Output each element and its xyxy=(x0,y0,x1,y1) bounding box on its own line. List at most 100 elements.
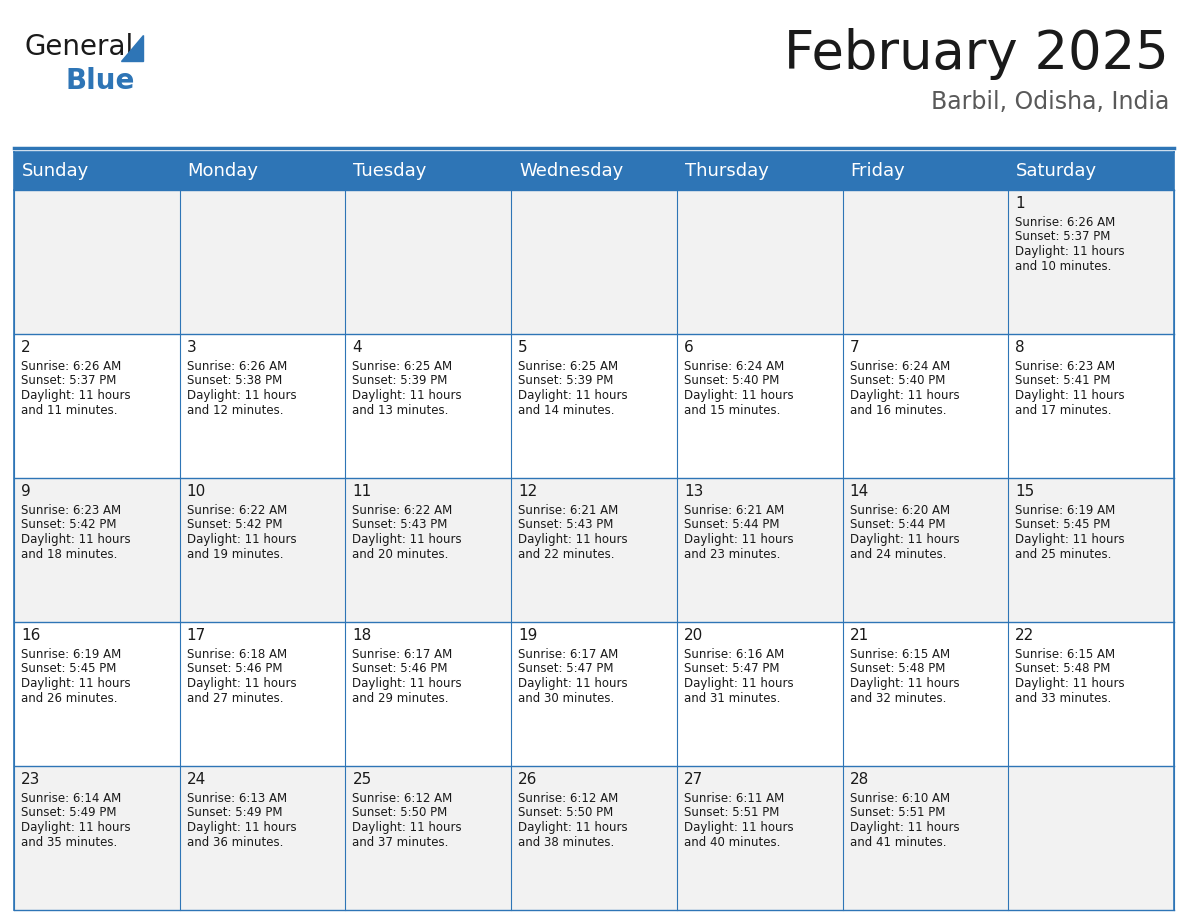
Text: Daylight: 11 hours: Daylight: 11 hours xyxy=(684,533,794,546)
Polygon shape xyxy=(121,35,143,61)
Bar xyxy=(346,152,511,190)
Bar xyxy=(1009,152,1174,190)
Text: Sunset: 5:46 PM: Sunset: 5:46 PM xyxy=(187,663,283,676)
Text: and 31 minutes.: and 31 minutes. xyxy=(684,691,781,704)
Text: Sunset: 5:51 PM: Sunset: 5:51 PM xyxy=(684,807,779,820)
Text: 20: 20 xyxy=(684,628,703,643)
Text: and 32 minutes.: and 32 minutes. xyxy=(849,691,946,704)
Bar xyxy=(842,622,1009,766)
Text: Sunset: 5:45 PM: Sunset: 5:45 PM xyxy=(21,663,116,676)
Text: and 38 minutes.: and 38 minutes. xyxy=(518,835,614,848)
Text: Sunset: 5:43 PM: Sunset: 5:43 PM xyxy=(518,519,613,532)
Text: February 2025: February 2025 xyxy=(784,28,1169,80)
Text: and 35 minutes.: and 35 minutes. xyxy=(21,835,118,848)
Bar xyxy=(14,478,179,622)
Text: Sunrise: 6:23 AM: Sunrise: 6:23 AM xyxy=(21,504,121,517)
Text: Daylight: 11 hours: Daylight: 11 hours xyxy=(849,533,959,546)
Text: Daylight: 11 hours: Daylight: 11 hours xyxy=(1016,389,1125,402)
Text: Sunset: 5:44 PM: Sunset: 5:44 PM xyxy=(684,519,779,532)
Text: Daylight: 11 hours: Daylight: 11 hours xyxy=(518,677,627,690)
Bar xyxy=(346,622,511,766)
Text: Sunrise: 6:15 AM: Sunrise: 6:15 AM xyxy=(849,648,949,661)
Text: Daylight: 11 hours: Daylight: 11 hours xyxy=(518,389,627,402)
Text: Daylight: 11 hours: Daylight: 11 hours xyxy=(353,821,462,834)
Bar xyxy=(1009,478,1174,622)
Text: 26: 26 xyxy=(518,772,537,787)
Text: Sunrise: 6:19 AM: Sunrise: 6:19 AM xyxy=(1016,504,1116,517)
Text: Sunrise: 6:19 AM: Sunrise: 6:19 AM xyxy=(21,648,121,661)
Text: Sunset: 5:39 PM: Sunset: 5:39 PM xyxy=(353,375,448,387)
Text: and 22 minutes.: and 22 minutes. xyxy=(518,547,614,561)
Text: 6: 6 xyxy=(684,340,694,355)
Bar xyxy=(346,766,511,910)
Text: 4: 4 xyxy=(353,340,362,355)
Bar xyxy=(842,478,1009,622)
Text: and 37 minutes.: and 37 minutes. xyxy=(353,835,449,848)
Text: Daylight: 11 hours: Daylight: 11 hours xyxy=(849,389,959,402)
Text: Daylight: 11 hours: Daylight: 11 hours xyxy=(21,389,131,402)
Text: Sunrise: 6:16 AM: Sunrise: 6:16 AM xyxy=(684,648,784,661)
Text: Sunset: 5:46 PM: Sunset: 5:46 PM xyxy=(353,663,448,676)
Text: Monday: Monday xyxy=(188,162,259,180)
Text: and 23 minutes.: and 23 minutes. xyxy=(684,547,781,561)
Text: Sunrise: 6:24 AM: Sunrise: 6:24 AM xyxy=(684,360,784,373)
Text: Tuesday: Tuesday xyxy=(353,162,426,180)
Text: Sunrise: 6:17 AM: Sunrise: 6:17 AM xyxy=(353,648,453,661)
Text: Sunrise: 6:20 AM: Sunrise: 6:20 AM xyxy=(849,504,949,517)
Bar xyxy=(179,152,346,190)
Text: and 20 minutes.: and 20 minutes. xyxy=(353,547,449,561)
Text: 19: 19 xyxy=(518,628,537,643)
Bar xyxy=(677,766,842,910)
Text: Friday: Friday xyxy=(851,162,905,180)
Text: Sunset: 5:47 PM: Sunset: 5:47 PM xyxy=(518,663,614,676)
Text: Sunset: 5:43 PM: Sunset: 5:43 PM xyxy=(353,519,448,532)
Bar xyxy=(346,478,511,622)
Text: Daylight: 11 hours: Daylight: 11 hours xyxy=(187,389,296,402)
Text: Daylight: 11 hours: Daylight: 11 hours xyxy=(187,533,296,546)
Bar xyxy=(511,152,677,190)
Text: Daylight: 11 hours: Daylight: 11 hours xyxy=(684,677,794,690)
Text: 2: 2 xyxy=(21,340,31,355)
Text: Sunset: 5:45 PM: Sunset: 5:45 PM xyxy=(1016,519,1111,532)
Bar xyxy=(677,152,842,190)
Bar xyxy=(179,766,346,910)
Text: Daylight: 11 hours: Daylight: 11 hours xyxy=(353,389,462,402)
Text: Sunrise: 6:23 AM: Sunrise: 6:23 AM xyxy=(1016,360,1116,373)
Text: 15: 15 xyxy=(1016,484,1035,499)
Text: Daylight: 11 hours: Daylight: 11 hours xyxy=(849,821,959,834)
Text: 5: 5 xyxy=(518,340,527,355)
Text: Sunrise: 6:22 AM: Sunrise: 6:22 AM xyxy=(187,504,287,517)
Text: Sunset: 5:48 PM: Sunset: 5:48 PM xyxy=(1016,663,1111,676)
Text: Sunrise: 6:11 AM: Sunrise: 6:11 AM xyxy=(684,792,784,805)
Text: Sunset: 5:49 PM: Sunset: 5:49 PM xyxy=(21,807,116,820)
Text: Sunrise: 6:25 AM: Sunrise: 6:25 AM xyxy=(353,360,453,373)
Bar xyxy=(346,334,511,478)
Text: Sunset: 5:44 PM: Sunset: 5:44 PM xyxy=(849,519,946,532)
Text: 1: 1 xyxy=(1016,196,1025,211)
Text: Sunrise: 6:18 AM: Sunrise: 6:18 AM xyxy=(187,648,286,661)
Text: Sunrise: 6:15 AM: Sunrise: 6:15 AM xyxy=(1016,648,1116,661)
Text: Sunrise: 6:24 AM: Sunrise: 6:24 AM xyxy=(849,360,950,373)
Text: Sunday: Sunday xyxy=(23,162,89,180)
Bar xyxy=(677,478,842,622)
Text: and 12 minutes.: and 12 minutes. xyxy=(187,404,283,417)
Text: Sunrise: 6:26 AM: Sunrise: 6:26 AM xyxy=(1016,216,1116,229)
Text: and 40 minutes.: and 40 minutes. xyxy=(684,835,781,848)
Text: Sunrise: 6:21 AM: Sunrise: 6:21 AM xyxy=(518,504,619,517)
Text: 27: 27 xyxy=(684,772,703,787)
Text: Sunset: 5:42 PM: Sunset: 5:42 PM xyxy=(21,519,116,532)
Bar xyxy=(1009,622,1174,766)
Text: 21: 21 xyxy=(849,628,868,643)
Bar xyxy=(346,190,511,334)
Bar xyxy=(179,478,346,622)
Bar xyxy=(1009,334,1174,478)
Text: Sunset: 5:42 PM: Sunset: 5:42 PM xyxy=(187,519,283,532)
Text: Saturday: Saturday xyxy=(1016,162,1098,180)
Text: Wednesday: Wednesday xyxy=(519,162,624,180)
Text: and 14 minutes.: and 14 minutes. xyxy=(518,404,614,417)
Text: and 36 minutes.: and 36 minutes. xyxy=(187,835,283,848)
Text: 7: 7 xyxy=(849,340,859,355)
Text: and 24 minutes.: and 24 minutes. xyxy=(849,547,946,561)
Text: Sunrise: 6:26 AM: Sunrise: 6:26 AM xyxy=(21,360,121,373)
Text: Sunset: 5:37 PM: Sunset: 5:37 PM xyxy=(1016,230,1111,243)
